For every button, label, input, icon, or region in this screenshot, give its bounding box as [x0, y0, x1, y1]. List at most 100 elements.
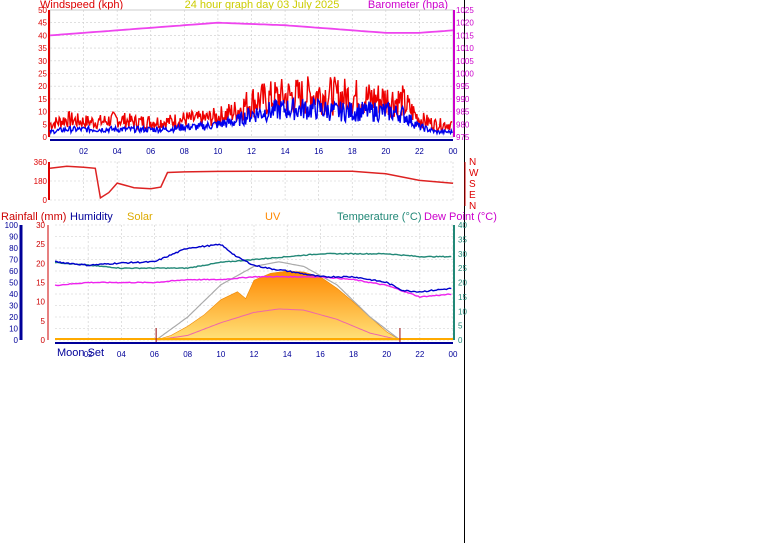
- page-right-border: [464, 0, 465, 543]
- time-tick-label: 20: [382, 350, 391, 359]
- time-tick-label: 02: [79, 147, 88, 156]
- barometer-tick-label: 1025: [456, 6, 474, 15]
- temperature-tick-label: 35: [458, 235, 467, 244]
- barometer-line: [49, 21, 454, 37]
- barometer-tick-label: 1015: [456, 31, 474, 40]
- chart-title: 24 hour graph day 03 July 2025: [185, 0, 340, 11]
- rain-tick-label: 15: [36, 279, 45, 288]
- compass-label: E: [469, 190, 476, 201]
- time-tick-label: 08: [183, 350, 192, 359]
- barometer-axis-title: Barometer (hpa): [368, 0, 448, 11]
- time-tick-label: 06: [146, 147, 155, 156]
- temperature-tick-label: 30: [458, 250, 467, 259]
- humidity-tick-label: 10: [9, 325, 18, 334]
- wind-pressure-plot: 0510152025303540455097598098599099510001…: [38, 6, 474, 156]
- barometer-tick-label: 1000: [456, 70, 474, 79]
- humidity-tick-label: 30: [9, 302, 18, 311]
- climate-plot: 0 10 20 30 40 50 60 70 80 90 10 00 5 10 15 20 25 30 0 5 10 15…: [5, 221, 468, 359]
- rain-tick-label: 5: [41, 317, 46, 326]
- rain-tick-label: 25: [36, 240, 45, 249]
- windspeed-tick-label: 40: [38, 31, 47, 40]
- time-tick-label: 22: [415, 147, 424, 156]
- rain-tick-label: 0: [41, 336, 46, 345]
- uv-line: [156, 308, 401, 341]
- barometer-tick-label: 990: [456, 95, 470, 104]
- windspeed-tick-label: 35: [38, 44, 47, 53]
- solar-label: Solar: [127, 211, 153, 223]
- windspeed-tick-label: 30: [38, 57, 47, 66]
- time-tick-label: 00: [449, 147, 458, 156]
- windspeed-tick-label: 0: [43, 133, 48, 142]
- humidity-tick-label: 20: [9, 313, 18, 322]
- rain-tick-label: 10: [36, 298, 45, 307]
- windspeed-tick-label: 25: [38, 70, 47, 79]
- barometer-tick-label: 985: [456, 108, 470, 117]
- moon-set-label: Moon Set: [57, 347, 104, 359]
- barometer-tick-label: 1005: [456, 57, 474, 66]
- temperature-tick-label: 15: [458, 293, 467, 302]
- time-tick-label: 10: [213, 147, 222, 156]
- time-tick-label: 00: [449, 350, 458, 359]
- time-tick-label: 18: [349, 350, 358, 359]
- barometer-tick-label: 1010: [456, 44, 474, 53]
- humidity-line: [54, 243, 452, 293]
- time-tick-label: 12: [250, 350, 259, 359]
- compass-label: S: [469, 179, 476, 190]
- windspeed-tick-label: 20: [38, 82, 47, 91]
- time-tick-label: 04: [117, 350, 126, 359]
- direction-tick-label: 180: [34, 177, 48, 186]
- time-tick-label: 04: [113, 147, 122, 156]
- temperature-label: Temperature (°C): [337, 211, 421, 223]
- temperature-line: [54, 252, 452, 270]
- humidity-tick-label: 80: [9, 244, 18, 253]
- dewpoint-label: Dew Point (°C): [424, 211, 497, 223]
- humidity-label: Humidity: [70, 211, 113, 223]
- temperature-tick-label: 5: [458, 322, 463, 331]
- rain-tick-label: 30: [36, 221, 45, 230]
- time-tick-label: 20: [381, 147, 390, 156]
- windspeed-tick-label: 50: [38, 6, 47, 15]
- time-tick-label: 06: [150, 350, 159, 359]
- time-tick-label: 16: [316, 350, 325, 359]
- windspeed-tick-label: 5: [43, 120, 48, 129]
- time-tick-label: 08: [180, 147, 189, 156]
- compass-label: W: [469, 168, 479, 179]
- direction-tick-label: 0: [43, 196, 48, 205]
- windspeed-axis-title: Windspeed (kph): [40, 0, 123, 11]
- time-tick-label: 10: [216, 350, 225, 359]
- compass-label: N: [469, 157, 476, 168]
- windspeed-tick-label: 15: [38, 95, 47, 104]
- humidity-tick-label: 50: [9, 279, 18, 288]
- temperature-tick-label: 25: [458, 264, 467, 273]
- temperature-tick-label: 20: [458, 279, 467, 288]
- wind-average-line: [49, 96, 453, 136]
- dewpoint-line: [54, 275, 452, 299]
- temperature-tick-label: 0: [458, 336, 463, 345]
- time-tick-label: 12: [247, 147, 256, 156]
- solar-max-line: [155, 261, 401, 341]
- humidity-tick-label: 40: [9, 290, 18, 299]
- time-tick-label: 16: [314, 147, 323, 156]
- humidity-tick-label: 60: [9, 267, 18, 276]
- time-tick-label: 14: [283, 350, 292, 359]
- windspeed-tick-label: 45: [38, 19, 47, 28]
- time-tick-label: 02: [84, 350, 93, 359]
- humidity-tick-label: 0: [14, 336, 19, 345]
- rain-tick-label: 20: [36, 259, 45, 268]
- uv-label: UV: [265, 211, 281, 223]
- windspeed-tick-label: 10: [38, 108, 47, 117]
- temperature-tick-label: 40: [458, 221, 467, 230]
- direction-tick-label: 360: [34, 158, 48, 167]
- time-tick-label: 18: [348, 147, 357, 156]
- humidity-tick-label: 70: [9, 256, 18, 265]
- wind-direction-line: [49, 165, 454, 200]
- barometer-tick-label: 1020: [456, 19, 474, 28]
- barometer-tick-label: 980: [456, 120, 470, 129]
- time-tick-label: 22: [415, 350, 424, 359]
- humidity-tick-label: 90: [9, 233, 18, 242]
- temperature-tick-label: 10: [458, 307, 467, 316]
- barometer-tick-label: 975: [456, 133, 470, 142]
- barometer-tick-label: 995: [456, 82, 470, 91]
